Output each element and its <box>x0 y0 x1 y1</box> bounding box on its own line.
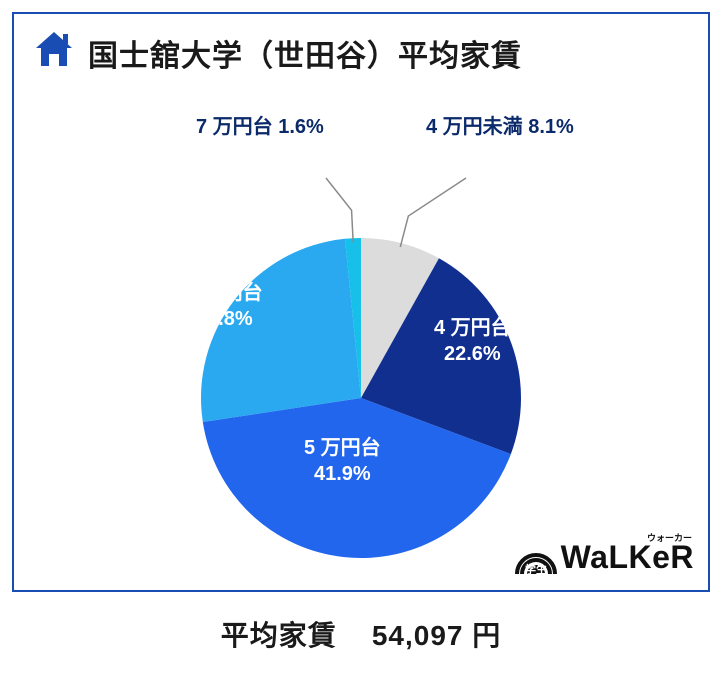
slice-label-text: 5 万円台 <box>304 437 381 459</box>
callout-70k-range: 7 万円台 1.6% <box>196 115 324 140</box>
slice-label-text: 6 万円台 <box>186 282 263 304</box>
brand-wordmark: WaLKeR ウォーカー <box>561 539 694 576</box>
footer-value: 54,097 円 <box>372 620 501 651</box>
svg-text:学生: 学生 <box>525 562 547 576</box>
house-icon <box>32 28 76 77</box>
title-row: 国士舘大学（世田谷）平均家賃 <box>14 14 708 85</box>
pie-svg <box>11 123 711 603</box>
chart-card: 国士舘大学（世田谷）平均家賃 4 万円未満 8.1% 7 万円台 1.6% 4 … <box>12 12 710 592</box>
brand-ruby: ウォーカー <box>647 531 692 544</box>
slice-label-50k: 5 万円台 41.9% <box>304 435 381 487</box>
brand-arc-icon: 学生 <box>513 534 559 580</box>
callout-under-40k: 4 万円未満 8.1% <box>426 115 574 140</box>
slice-label-pct: 41.9% <box>304 461 381 487</box>
slice-label-text: 4 万円台 <box>434 317 511 339</box>
slice-label-pct: 22.6% <box>434 341 511 367</box>
slice-label-pct: 25.8% <box>186 306 263 332</box>
slice-label-60k: 6 万円台 25.8% <box>186 280 263 332</box>
brand-logo: 学生 WaLKeR ウォーカー <box>513 534 694 580</box>
slice-label-40k: 4 万円台 22.6% <box>434 315 511 367</box>
pie-chart: 4 万円未満 8.1% 7 万円台 1.6% 4 万円台 22.6% 5 万円台… <box>14 85 708 565</box>
page-title: 国士舘大学（世田谷）平均家賃 <box>88 31 522 75</box>
footer-label: 平均家賃 <box>221 620 337 651</box>
